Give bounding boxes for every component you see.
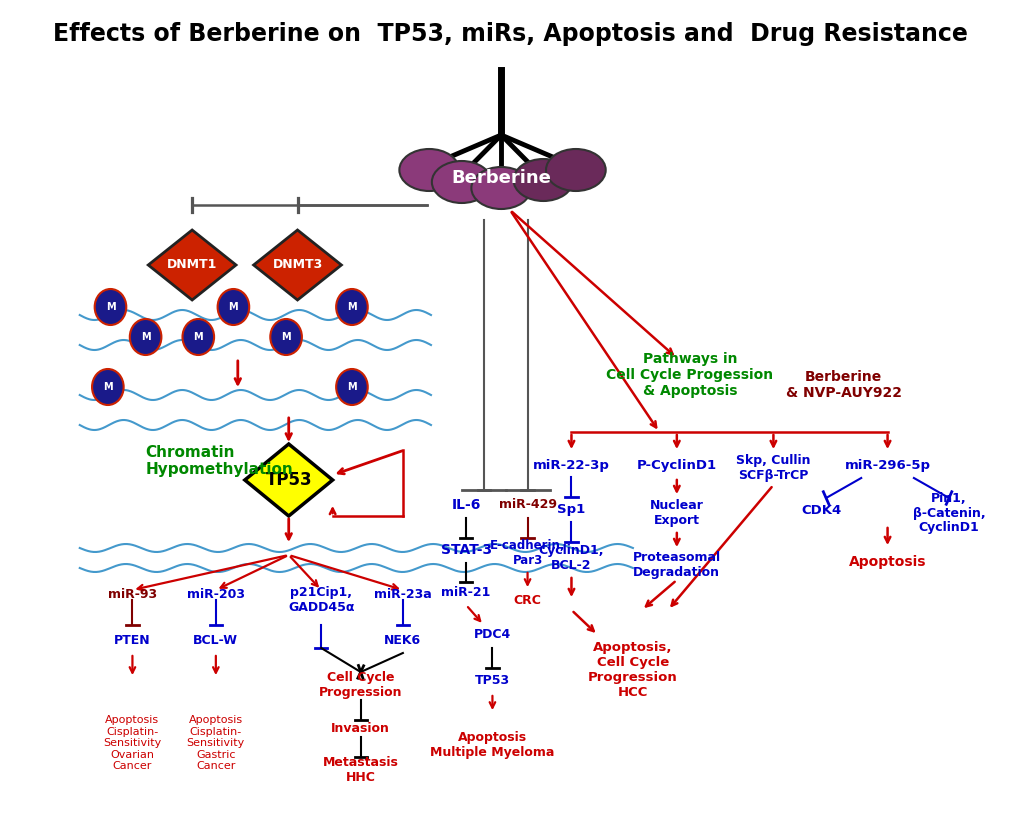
- Circle shape: [95, 289, 126, 325]
- Text: E-cadherin,
Par3: E-cadherin, Par3: [489, 539, 565, 567]
- Text: PTEN: PTEN: [114, 633, 151, 647]
- Text: M: M: [194, 332, 203, 342]
- Circle shape: [129, 319, 161, 355]
- Text: Apoptosis
Cisplatin-
Sensitivity
Ovarian
Cancer: Apoptosis Cisplatin- Sensitivity Ovarian…: [103, 715, 161, 772]
- Polygon shape: [254, 230, 341, 300]
- Text: Apoptosis
Cisplatin-
Sensitivity
Gastric
Cancer: Apoptosis Cisplatin- Sensitivity Gastric…: [186, 715, 245, 772]
- Text: M: M: [346, 382, 357, 392]
- Text: miR-93: miR-93: [108, 589, 157, 601]
- Text: IL-6: IL-6: [451, 498, 480, 512]
- Text: Invasion: Invasion: [331, 721, 390, 734]
- Text: Chromatin
Hypomethylation: Chromatin Hypomethylation: [146, 445, 293, 477]
- Circle shape: [217, 289, 249, 325]
- Polygon shape: [148, 230, 235, 300]
- Circle shape: [182, 319, 214, 355]
- Text: CDK4: CDK4: [801, 504, 841, 517]
- Text: Nuclear
Export: Nuclear Export: [649, 499, 703, 527]
- Text: DNMT3: DNMT3: [272, 259, 322, 271]
- Text: p21Cip1,
GADD45α: p21Cip1, GADD45α: [287, 586, 355, 614]
- Text: TP53: TP53: [265, 471, 312, 489]
- Text: Berberine: Berberine: [450, 169, 550, 187]
- Text: Apoptosis,
Cell Cycle
Progression
HCC: Apoptosis, Cell Cycle Progression HCC: [588, 641, 678, 699]
- Ellipse shape: [471, 167, 531, 209]
- Ellipse shape: [399, 149, 459, 191]
- Text: NEK6: NEK6: [384, 633, 421, 647]
- Circle shape: [92, 369, 123, 405]
- Ellipse shape: [545, 149, 605, 191]
- Text: miR-203: miR-203: [186, 589, 245, 601]
- Circle shape: [336, 369, 368, 405]
- Ellipse shape: [431, 161, 491, 203]
- Text: miR-296-5p: miR-296-5p: [844, 458, 929, 471]
- Text: M: M: [141, 332, 150, 342]
- Text: BCL-W: BCL-W: [194, 633, 238, 647]
- Ellipse shape: [513, 159, 573, 201]
- Text: Apoptosis: Apoptosis: [848, 555, 925, 569]
- Text: M: M: [281, 332, 290, 342]
- Text: M: M: [106, 302, 115, 312]
- Text: Metastasis
HHC: Metastasis HHC: [322, 756, 398, 784]
- Text: PDC4: PDC4: [474, 629, 511, 642]
- Text: TP53: TP53: [475, 673, 510, 686]
- Text: Berberine
& NVP-AUY922: Berberine & NVP-AUY922: [785, 370, 901, 400]
- Text: Skp, Cullin
SCFβ-TrCP: Skp, Cullin SCFβ-TrCP: [736, 454, 810, 482]
- Text: P-CyclinD1: P-CyclinD1: [636, 458, 716, 471]
- Text: M: M: [228, 302, 238, 312]
- Polygon shape: [245, 444, 332, 516]
- Text: Proteasomal
Degradation: Proteasomal Degradation: [632, 551, 720, 579]
- Text: miR-429: miR-429: [498, 499, 556, 512]
- Text: miR-22-3p: miR-22-3p: [533, 458, 609, 471]
- Text: Pin1,
β-Catenin,
CyclinD1: Pin1, β-Catenin, CyclinD1: [912, 491, 984, 534]
- Text: M: M: [103, 382, 112, 392]
- Text: Effects of Berberine on  TP53, miRs, Apoptosis and  Drug Resistance: Effects of Berberine on TP53, miRs, Apop…: [53, 22, 966, 46]
- Text: CyclinD1,
BCL-2: CyclinD1, BCL-2: [538, 544, 603, 572]
- Text: Pathways in
Cell Cycle Progession
& Apoptosis: Pathways in Cell Cycle Progession & Apop…: [606, 351, 772, 398]
- Text: miR-23a: miR-23a: [374, 589, 431, 601]
- Text: DNMT1: DNMT1: [167, 259, 217, 271]
- Text: miR-21: miR-21: [441, 586, 490, 599]
- Text: Cell Cycle
Progression: Cell Cycle Progression: [319, 671, 403, 699]
- Text: M: M: [346, 302, 357, 312]
- Circle shape: [270, 319, 302, 355]
- Circle shape: [336, 289, 368, 325]
- Text: STAT-3: STAT-3: [440, 543, 491, 557]
- Text: Sp1: Sp1: [556, 504, 585, 517]
- Text: CRC: CRC: [514, 594, 541, 606]
- Text: Apoptosis
Multiple Myeloma: Apoptosis Multiple Myeloma: [430, 731, 554, 759]
